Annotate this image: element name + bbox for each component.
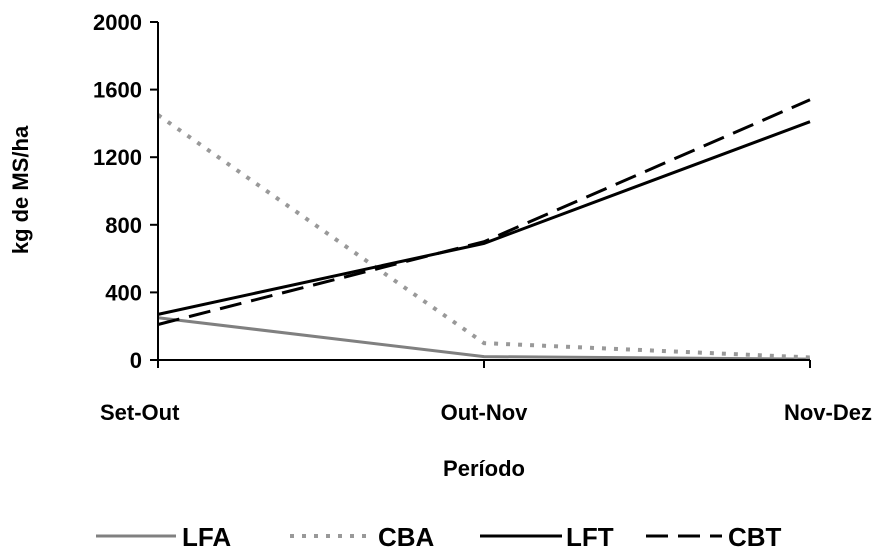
y-tick-label: 1600 (93, 78, 142, 103)
x-tick-label: Nov-Dez (784, 400, 872, 425)
legend-label-cbt: CBT (728, 522, 782, 552)
y-tick-label: 800 (105, 213, 142, 238)
y-tick-label: 1200 (93, 145, 142, 170)
legend: LFA CBA LFT CBT (96, 522, 782, 552)
plot-area (156, 98, 811, 361)
series-line-lfa (157, 316, 811, 361)
x-tick-label: Set-Out (100, 400, 180, 425)
series-line-cbt (157, 98, 811, 326)
y-axis: 0 400 800 1200 1600 2000 (93, 10, 159, 373)
y-tick-label: 2000 (93, 10, 142, 35)
legend-label-lft: LFT (566, 522, 614, 552)
x-axis: Set-Out Out-Nov Nov-Dez (100, 359, 872, 425)
series-line-lft (157, 120, 811, 316)
x-tick-label: Out-Nov (441, 400, 529, 425)
y-tick-label: 400 (105, 280, 142, 305)
legend-label-cba: CBA (378, 522, 435, 552)
y-axis-title: kg de MS/ha (8, 125, 33, 254)
y-tick-label: 0 (130, 348, 142, 373)
x-axis-title: Período (443, 456, 525, 481)
legend-label-lfa: LFA (182, 522, 231, 552)
series-line-cba (156, 113, 811, 360)
